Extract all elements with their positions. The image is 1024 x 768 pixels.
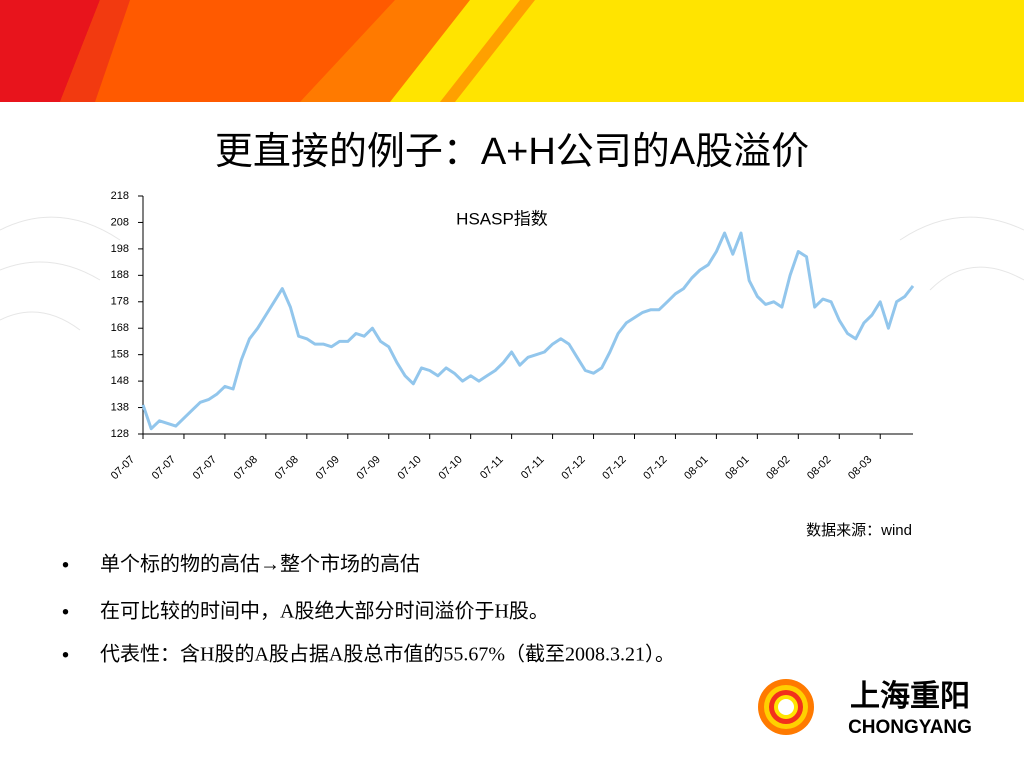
- x-tick-label: 07-10: [395, 454, 423, 482]
- bullet: 在可比较的时间中，A股绝大部分时间溢价于H股。: [100, 600, 549, 623]
- series-line: [141, 231, 915, 431]
- bullet: 单个标的物的高估→整个市场的高估: [100, 553, 420, 576]
- x-tick-label: 07-08: [232, 454, 260, 482]
- x-tick-label: 08-02: [764, 454, 792, 482]
- x-tick-label: 07-09: [314, 454, 342, 482]
- y-tick-label: 158: [111, 349, 129, 361]
- x-tick-label: 08-02: [805, 454, 833, 482]
- x-tick-label: 07-07: [150, 454, 178, 482]
- bullet-dot: •: [62, 644, 69, 666]
- x-tick-label: 07-09: [355, 454, 383, 482]
- decor-arcs: [0, 216, 1024, 331]
- y-tick-label: 188: [111, 269, 129, 281]
- slide-title: 更直接的例子：A+H公司的A股溢价: [215, 131, 809, 173]
- bullet-list: • 单个标的物的高估→整个市场的高估 • 在可比较的时间中，A股绝大部分时间溢价…: [62, 553, 675, 667]
- x-tick-label: 07-07: [109, 454, 137, 482]
- bullet: 代表性：含H股的A股占据A股总市值的55.67%（截至2008.3.21）。: [100, 643, 675, 666]
- plot: 128 138 148 158 168 178 188 198 208 218 07-07 07-07…: [109, 190, 915, 482]
- x-tick-label: 08-01: [682, 454, 710, 482]
- y-tick-label: 128: [111, 428, 129, 440]
- x-tick-label: 07-12: [600, 454, 628, 482]
- x-tick-label: 07-10: [436, 454, 464, 482]
- y-tick-label: 148: [111, 375, 129, 387]
- y-tick-label: 178: [111, 296, 129, 308]
- chart-title: HSASP指数: [456, 209, 548, 228]
- logo: 上海重阳 CHONGYANG: [758, 679, 972, 738]
- x-tick-label: 07-11: [478, 454, 506, 482]
- y-tick-label: 168: [111, 322, 129, 334]
- x-tick-label: 07-12: [641, 454, 669, 482]
- header-band: [0, 0, 1024, 102]
- x-tick-label: 08-03: [846, 454, 874, 482]
- y-tick-label: 218: [111, 190, 129, 202]
- bullet-dot: •: [62, 601, 69, 623]
- logo-en: CHONGYANG: [848, 717, 972, 738]
- logo-cn: 上海重阳: [850, 680, 970, 713]
- x-tick-label: 07-12: [559, 454, 587, 482]
- source: 数据来源：wind: [806, 522, 912, 539]
- y-tick-label: 138: [111, 401, 129, 413]
- bullet-dot: •: [62, 554, 69, 576]
- y-tick-label: 198: [111, 243, 129, 255]
- x-tick-label: 07-11: [519, 454, 547, 482]
- x-tick-label: 07-08: [273, 454, 301, 482]
- x-tick-label: 08-01: [723, 454, 751, 482]
- x-tick-label: 07-07: [191, 454, 219, 482]
- y-tick-label: 208: [111, 216, 129, 228]
